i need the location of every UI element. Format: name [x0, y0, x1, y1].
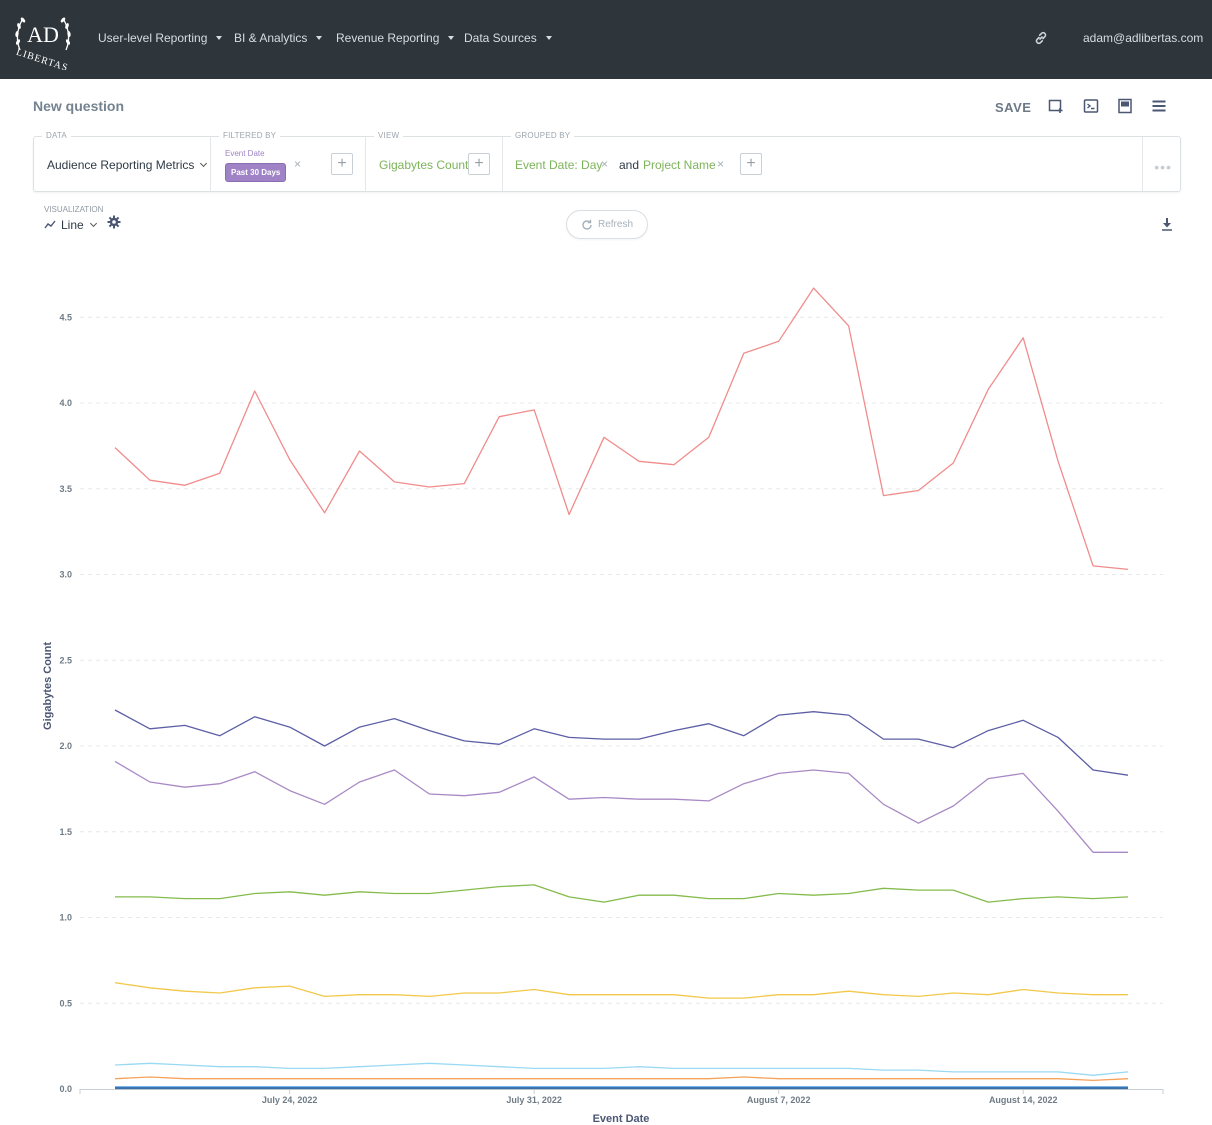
group-section: GROUPED BY Event Date: Day × and Project… [503, 131, 1143, 191]
remove-group-icon[interactable]: × [601, 157, 609, 171]
series-line [115, 884, 1129, 903]
nav-revenue-reporting[interactable]: Revenue Reporting [336, 31, 455, 45]
series-line [114, 1076, 1129, 1082]
notebook-icon[interactable] [1117, 98, 1133, 114]
link-icon[interactable] [1033, 30, 1049, 46]
visualization-label: VISUALIZATION [44, 205, 104, 214]
filter-pill[interactable]: Past 30 Days [225, 163, 287, 182]
data-section: DATA Audience Reporting Metrics [34, 131, 211, 191]
y-tick-label: 1.0 [59, 913, 72, 923]
line-chart-icon [44, 220, 56, 229]
caret-down-icon [448, 36, 455, 40]
chevron-down-icon [89, 219, 97, 228]
y-tick-label: 2.5 [59, 655, 72, 665]
menu-icon[interactable] [1151, 98, 1167, 114]
refresh-icon [582, 219, 592, 230]
top-nav: AD LIBERTAS User-level Reporting BI & An… [0, 0, 1212, 79]
refresh-button[interactable]: Refresh [566, 210, 648, 239]
caret-down-icon [216, 36, 223, 40]
download-icon[interactable] [1161, 217, 1173, 231]
x-tick-label: August 14, 2022 [989, 1095, 1058, 1105]
sql-icon[interactable] [1083, 98, 1099, 114]
more-options-icon[interactable]: ••• [1154, 159, 1172, 175]
group-label: GROUPED BY [511, 131, 575, 140]
y-tick-label: 0.5 [59, 998, 72, 1008]
y-tick-label: 4.5 [59, 312, 72, 322]
x-axis-title: Event Date [593, 1113, 650, 1125]
view-metric[interactable]: Gigabytes Count [379, 158, 469, 172]
chevron-down-icon [200, 159, 208, 168]
x-tick-label: July 31, 2022 [506, 1095, 562, 1105]
series-line [114, 1062, 1129, 1076]
nav-label: User-level Reporting [98, 31, 208, 45]
data-source-name: Audience Reporting Metrics [47, 158, 195, 172]
gear-icon[interactable] [107, 215, 121, 229]
series-line [114, 982, 1128, 999]
filter-section: FILTERED BY Event Date Past 30 Days × + [211, 131, 366, 191]
add-filter-button[interactable]: + [331, 153, 353, 175]
remove-filter-icon[interactable]: × [294, 157, 302, 171]
y-tick-label: 4.0 [59, 398, 72, 408]
filter-label: FILTERED BY [219, 131, 281, 140]
caret-down-icon [316, 36, 323, 40]
x-tick-label: July 24, 2022 [262, 1095, 318, 1105]
nav-label: Data Sources [464, 31, 537, 45]
add-to-dashboard-icon[interactable] [1048, 98, 1064, 114]
y-tick-label: 3.5 [59, 484, 72, 494]
group-project-name[interactable]: Project Name [643, 158, 716, 172]
group-event-date[interactable]: Event Date: Day [515, 158, 603, 172]
user-menu[interactable]: adam@adlibertas.com [1083, 31, 1212, 45]
view-label: VIEW [374, 131, 404, 140]
logo-text-libertas: LIBERTAS [15, 47, 70, 70]
data-label: DATA [42, 131, 71, 140]
y-tick-label: 2.0 [59, 741, 72, 751]
add-group-button[interactable]: + [740, 153, 762, 175]
view-section: VIEW Gigabytes Count + [366, 131, 503, 191]
visualization-type: Line [61, 218, 84, 232]
add-metric-button[interactable]: + [468, 153, 490, 175]
line-chart: 0.0 0.5 1.0 1.5 2.0 2.5 3.0 3.5 4.0 4.5 July 24, 2… [42, 287, 1164, 1125]
question-title[interactable]: New question [33, 98, 125, 114]
remove-group-icon[interactable]: × [717, 157, 725, 171]
caret-down-icon [545, 36, 552, 40]
user-email: adam@adlibertas.com [1083, 31, 1204, 45]
series-line [114, 760, 1128, 853]
nav-bi-analytics[interactable]: BI & Analytics [234, 31, 323, 45]
data-source-select[interactable]: Audience Reporting Metrics [47, 158, 208, 172]
nav-data-sources[interactable]: Data Sources [464, 31, 552, 45]
nav-label: Revenue Reporting [336, 31, 440, 45]
logo-text-ad: AD [27, 22, 59, 47]
series-line [114, 287, 1129, 571]
nav-user-level-reporting[interactable]: User-level Reporting [98, 31, 223, 45]
y-axis-title: Gigabytes Count [42, 642, 54, 730]
group-join: and [619, 158, 640, 172]
y-tick-label: 0.0 [59, 1084, 72, 1094]
refresh-label: Refresh [597, 219, 633, 230]
series-line [114, 709, 1129, 776]
ad-libertas-logo[interactable]: AD LIBERTAS [10, 8, 76, 70]
save-button[interactable]: SAVE [995, 100, 1032, 115]
visualization-select[interactable]: Line [44, 218, 97, 232]
x-tick-label: August 7, 2022 [747, 1095, 811, 1105]
nav-label: BI & Analytics [234, 31, 308, 45]
query-builder: DATA Audience Reporting Metrics FILTERED… [33, 131, 1181, 192]
y-tick-label: 1.5 [59, 827, 72, 837]
y-tick-label: 3.0 [59, 570, 72, 580]
filter-field: Event Date [225, 149, 265, 158]
